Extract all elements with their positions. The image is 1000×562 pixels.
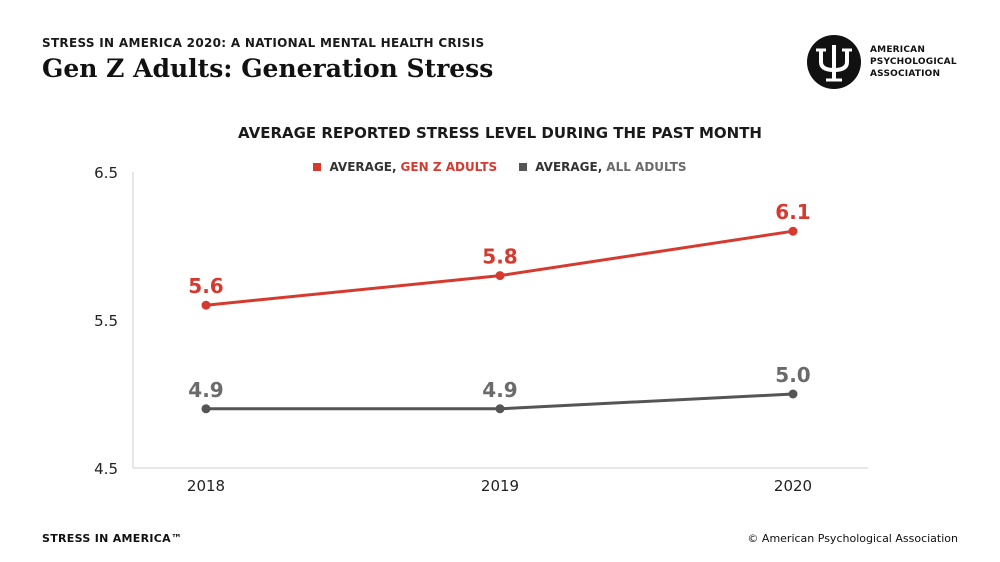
x-tick-label: 2020 [774, 477, 812, 495]
data-point-genz [789, 227, 798, 236]
footer-brand: STRESS IN AMERICA™ [42, 532, 182, 545]
data-point-genz [202, 301, 211, 310]
x-tick-label: 2019 [481, 477, 519, 495]
data-point-genz [496, 271, 505, 280]
data-point-all [202, 404, 211, 413]
data-label-genz: 6.1 [775, 200, 810, 224]
data-label-all: 4.9 [482, 378, 517, 402]
data-label-genz: 5.6 [188, 274, 223, 298]
data-label-all: 5.0 [775, 363, 810, 387]
y-tick-label: 5.5 [94, 312, 118, 330]
data-point-all [496, 404, 505, 413]
y-tick-label: 4.5 [94, 460, 118, 478]
footer-copyright: © American Psychological Association [747, 532, 958, 545]
y-tick-label: 6.5 [94, 164, 118, 182]
data-point-all [789, 390, 798, 399]
data-label-all: 4.9 [188, 378, 223, 402]
x-tick-label: 2018 [187, 477, 225, 495]
data-label-genz: 5.8 [482, 245, 517, 269]
